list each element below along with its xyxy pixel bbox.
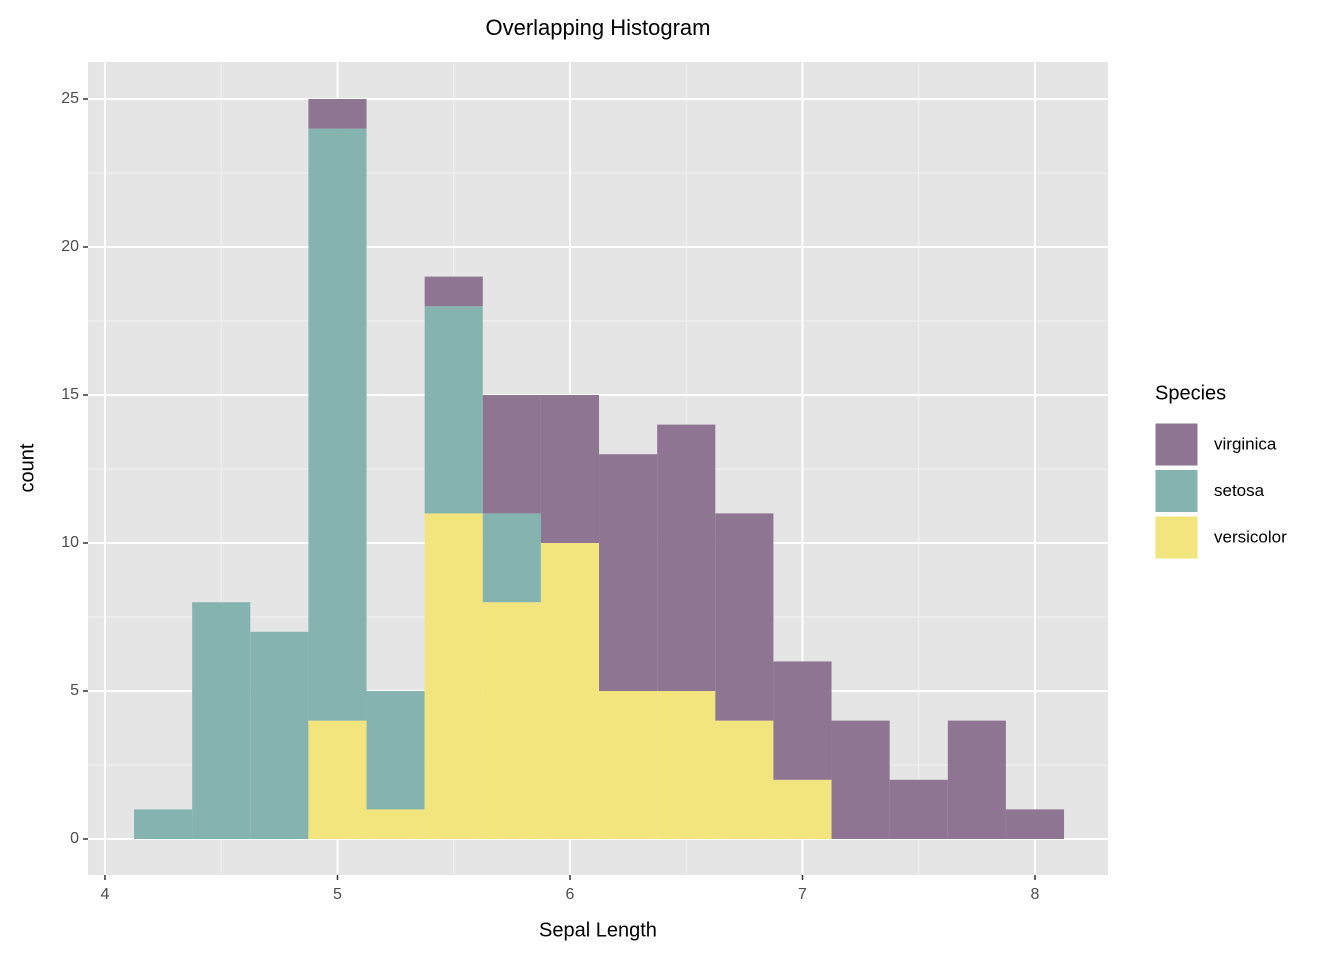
histogram-bar	[540, 543, 600, 840]
legend-title: Species	[1155, 382, 1226, 404]
histogram-bar	[192, 602, 251, 840]
bars	[134, 99, 1065, 840]
histogram-bar	[308, 720, 367, 840]
x-tick-label: 4	[101, 886, 110, 903]
legend: virginica setosa versicolor	[1154, 422, 1287, 560]
x-tick-label: 5	[333, 886, 342, 903]
histogram-bar	[715, 513, 774, 721]
chart-title: Overlapping Histogram	[486, 15, 711, 40]
legend-label: virginica	[1214, 434, 1277, 453]
legend-key	[1154, 515, 1199, 560]
histogram-bar	[482, 513, 541, 603]
histogram-bar	[424, 513, 483, 840]
histogram-bar	[599, 691, 658, 840]
x-tick-label: 8	[1031, 886, 1040, 903]
histogram-bar	[540, 395, 600, 544]
histogram-bar	[424, 276, 483, 307]
histogram-bar	[424, 306, 483, 514]
histogram-bar	[250, 631, 309, 840]
y-tick-label: 15	[61, 386, 79, 403]
y-tick-label: 0	[70, 830, 79, 847]
y-tick-label: 10	[61, 534, 79, 551]
x-axis-label: Sepal Length	[539, 919, 657, 941]
histogram-bar	[482, 602, 541, 840]
histogram-bar	[773, 779, 832, 840]
histogram-bar	[831, 720, 890, 840]
histogram-bar	[947, 720, 1006, 840]
histogram-bar	[366, 809, 425, 840]
y-tick-label: 5	[70, 682, 79, 699]
histogram-bar	[773, 661, 832, 780]
histogram-bar	[308, 99, 367, 129]
y-tick-label: 20	[61, 238, 79, 255]
legend-label: versicolor	[1214, 527, 1287, 546]
legend-label: setosa	[1214, 481, 1265, 500]
histogram-bar	[308, 128, 367, 721]
histogram-bar	[715, 720, 774, 840]
y-tick-label: 25	[61, 90, 79, 107]
histogram-bar	[134, 809, 193, 840]
x-tick-label: 6	[566, 886, 575, 903]
histogram-bar	[657, 691, 716, 840]
legend-key	[1154, 422, 1199, 467]
axes: 4 5 6 7 8 0 5 10 15 20 25	[61, 90, 1039, 903]
x-tick-label: 7	[798, 886, 807, 903]
histogram-bar	[366, 691, 425, 810]
legend-key	[1154, 469, 1199, 513]
histogram-bar	[1005, 809, 1065, 840]
histogram-bar	[657, 424, 716, 692]
y-axis-label: count	[16, 443, 38, 492]
histogram-bar	[889, 779, 948, 840]
histogram-bar	[599, 454, 658, 692]
histogram-bar	[482, 395, 541, 514]
